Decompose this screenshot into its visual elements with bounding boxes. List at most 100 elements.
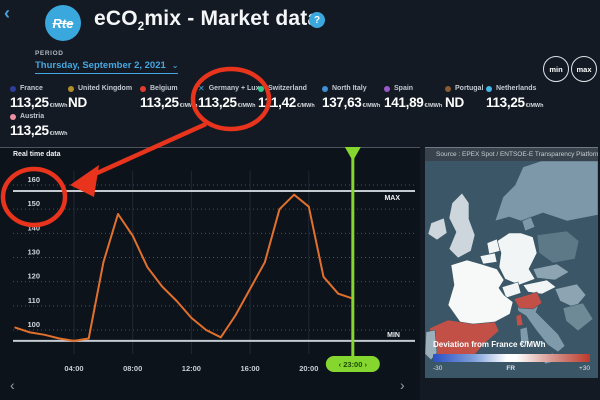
legend-toggle[interactable]: North Italy [322,85,380,92]
legend-unit: €/MWh [49,131,68,137]
series-color-dot [445,85,451,92]
time-cursor-label[interactable]: ‹ 23:00 › [339,360,368,369]
legend-toggle[interactable]: Switzerland [258,85,315,92]
legend-label: Switzerland [268,85,307,92]
legend-toggle[interactable]: Belgium [140,85,197,92]
legend-label: Netherlands [496,85,537,92]
time-cursor-pill[interactable] [325,356,380,372]
map-region-sardinia [519,326,530,345]
legend-value: ND [68,95,87,110]
period-value: Thursday, September 2, 2021 [35,60,166,71]
legend-item-north-italy: North Italy 137,63€/MWh [322,85,380,110]
series-color-dot [258,85,264,92]
map-region-czech-slovakia [532,263,570,281]
legend-toggle[interactable]: Spain [384,85,442,92]
legend-item-switzerland: Switzerland 111,42€/MWh [258,85,315,110]
page-title: eCO2mix - Market data [94,7,320,34]
min-button[interactable]: min [543,56,569,82]
legend-label: Germany + Lux [208,85,260,92]
next-day-chevron[interactable]: › [400,377,405,393]
chart-panel-divider [0,147,420,148]
y-tick-label: 110 [28,296,40,305]
map-source-caption: Source : EPEX Spot / ENTSOE-E Transparen… [425,147,598,161]
deviation-scale-labels: -30 FR +30 [433,365,590,372]
scale-mid-label: FR [506,365,516,372]
y-tick-label: 140 [27,223,40,232]
deviation-color-scale [433,354,590,362]
legend-value: 113,25€/MWh [10,123,68,138]
map-region-north-italy [513,291,543,310]
legend-value: 111,42€/MWh [258,95,315,110]
legend-value: 141,89€/MWh [384,95,443,110]
series-color-dot [140,85,146,92]
series-color-dot [384,85,390,92]
scale-min-label: -30 [433,365,443,372]
legend-item-united-kingdom: United Kingdom ND [68,85,132,110]
legend-toggle[interactable]: Portugal [445,85,483,92]
x-tick-label: 04:00 [64,364,83,373]
legend-unit: €/MWh [525,103,544,109]
legend-label: France [20,85,43,92]
legend-unit: €/MWh [179,103,198,109]
legend-value: 137,63€/MWh [322,95,381,110]
series-color-dot [68,85,74,92]
price-line-chart: 100 110 120 130 140 150 160 04:00 08:00 12:00 16:0… [10,147,415,393]
map-region-ireland [427,217,448,241]
y-tick-label: 130 [27,247,40,256]
map-region-poland [536,230,580,264]
legend-label: United Kingdom [78,85,133,92]
legend-toggle[interactable]: ✕ Germany + Lux [198,84,260,92]
map-region-denmark [521,216,536,232]
legend-value: 113,25€/MWh [486,95,544,110]
legend-toggle[interactable]: Netherlands [486,85,543,92]
max-label: MAX [384,195,400,202]
series-color-dot [322,85,328,92]
map-region-netherlands [486,238,501,255]
map-legend-title: Deviation from France €/MWh [433,340,546,349]
period-dropdown[interactable]: Thursday, September 2, 2021 ⌄ [35,60,179,74]
legend-toggle[interactable]: Austria [10,113,67,120]
chevron-down-icon: ⌄ [171,61,179,70]
y-tick-label: 160 [27,175,40,184]
legend-unit: €/MWh [362,103,381,109]
chart-title: Real time data [13,151,61,158]
map-region-switzerland [501,281,522,299]
x-tick-label: 16:00 [241,364,260,373]
legend-unit: €/MWh [237,103,256,109]
legend-value: 113,25€/MWh [198,95,256,110]
europe-choropleth-map [425,161,598,378]
help-icon[interactable]: ? [309,12,325,28]
europe-map-panel: Source : EPEX Spot / ENTSOE-E Transparen… [425,147,598,378]
x-tick-label: 12:00 [182,364,201,373]
legend-label: Spain [394,85,414,92]
time-cursor-handle[interactable] [344,147,361,161]
series-color-dot [10,113,16,120]
max-button[interactable]: max [571,56,597,82]
back-chevron-icon[interactable]: ‹ [4,3,10,23]
legend-item-netherlands: Netherlands 113,25€/MWh [486,85,543,110]
legend-item-belgium: Belgium 113,25€/MWh [140,85,197,110]
prev-day-chevron[interactable]: ‹ [10,377,15,393]
map-region-belgium [479,252,498,265]
legend-item-spain: Spain 141,89€/MWh [384,85,442,110]
legend-unit: €/MWh [424,103,443,109]
legend-value: 113,25€/MWh [10,95,68,110]
series-color-dot [486,85,492,92]
legend-toggle[interactable]: United Kingdom [68,85,132,92]
y-tick-label: 120 [27,272,40,281]
map-region-united-kingdom [448,192,476,259]
legend-label: Belgium [150,85,178,92]
legend-label: North Italy [332,85,367,92]
map-region-balkans [562,302,594,332]
y-tick-label: 150 [27,199,40,208]
map-region-scandinavia [494,161,598,222]
map-region-austria [522,279,557,295]
legend-toggle[interactable]: France [10,85,67,92]
scale-max-label: +30 [578,365,590,372]
legend-item-portugal: Portugal ND [445,85,483,110]
legend-item-austria: Austria 113,25€/MWh [10,113,67,138]
map-region-france [447,259,514,329]
legend-item-germany-lux: ✕ Germany + Lux 113,25€/MWh [198,84,260,110]
x-tick-label: 20:00 [299,364,318,373]
legend-unit: €/MWh [49,103,68,109]
